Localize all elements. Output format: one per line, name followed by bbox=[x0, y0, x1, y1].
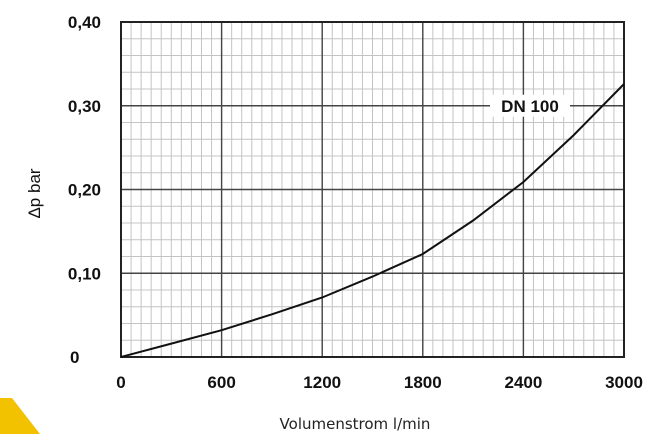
x-tick-label: 0 bbox=[116, 373, 125, 392]
y-tick-label: 0,10 bbox=[68, 264, 101, 283]
series-label-dn-100: DN 100 bbox=[501, 97, 559, 116]
x-tick-label: 1200 bbox=[303, 373, 341, 392]
x-tick-label: 1800 bbox=[404, 373, 442, 392]
x-axis-label: Volumenstrom l/min bbox=[280, 415, 431, 433]
series-label-background bbox=[490, 94, 570, 117]
y-axis-label: Δp bar bbox=[25, 168, 44, 218]
plot-frame bbox=[120, 21, 625, 358]
x-tick-label: 2400 bbox=[504, 373, 542, 392]
series-line-dn-100 bbox=[120, 83, 625, 358]
y-tick-label: 0,20 bbox=[68, 181, 101, 200]
x-tick-labels: 0 600 1200 1800 2400 3000 bbox=[116, 373, 643, 392]
y-tick-label: 0,30 bbox=[68, 97, 101, 116]
x-tick-label: 600 bbox=[207, 373, 235, 392]
y-tick-labels: 0 0,10 0,20 0,30 0,40 bbox=[68, 13, 101, 367]
corner-accent-shape bbox=[0, 398, 40, 434]
y-tick-label: 0 bbox=[70, 348, 79, 367]
y-tick-label: 0,40 bbox=[68, 13, 101, 32]
x-tick-label: 3000 bbox=[605, 373, 643, 392]
